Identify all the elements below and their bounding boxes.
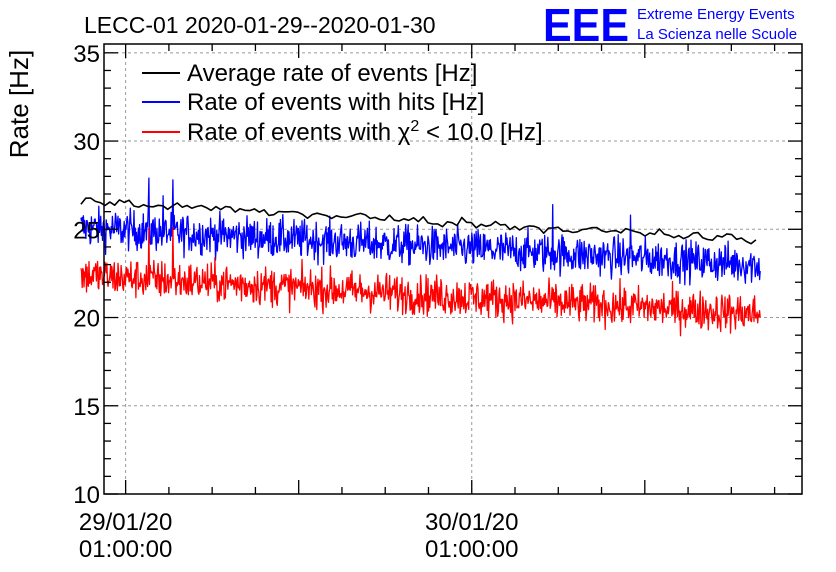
grid <box>104 44 802 494</box>
legend-label-hits: Rate of events with hits [Hz] <box>187 89 484 116</box>
y-tick-label: 15 <box>73 394 100 421</box>
y-tick-label: 35 <box>73 41 100 68</box>
legend-label-average: Average rate of events [Hz] <box>187 60 477 87</box>
y-tick-label: 10 <box>73 482 100 509</box>
series-hits-rate <box>80 177 761 286</box>
x-tick-label-time: 01:00:00 <box>79 536 172 563</box>
axes <box>103 43 803 495</box>
tick-labels: 10152025303529/01/2001:00:0030/01/2001:0… <box>73 41 518 563</box>
plot-frame <box>103 43 803 495</box>
series-average-rate <box>80 197 757 245</box>
y-tick-label: 20 <box>73 306 100 333</box>
x-tick-label-time: 01:00:00 <box>425 536 518 563</box>
eee-logo-mark: EEE <box>543 0 629 51</box>
eee-logo-line1: Extreme Energy Events <box>637 6 795 23</box>
series-group <box>80 177 761 337</box>
series-chi2-rate <box>80 226 761 337</box>
legend-label-chi2: Rate of events with χ2 < 10.0 [Hz] <box>187 118 543 146</box>
y-tick-label: 25 <box>73 217 100 244</box>
chart-title: LECC-01 2020-01-29--2020-01-30 <box>84 12 436 38</box>
eee-logo-line2: La Scienza nelle Scuole <box>637 26 797 43</box>
legend: Average rate of events [Hz] Rate of even… <box>142 60 543 146</box>
y-axis-label: Rate [Hz] <box>4 50 34 158</box>
x-tick-label-date: 30/01/20 <box>425 509 518 536</box>
x-tick-label-date: 29/01/20 <box>79 509 172 536</box>
y-tick-label: 30 <box>73 129 100 156</box>
eee-logo: EEE Extreme Energy Events La Scienza nel… <box>543 0 797 51</box>
